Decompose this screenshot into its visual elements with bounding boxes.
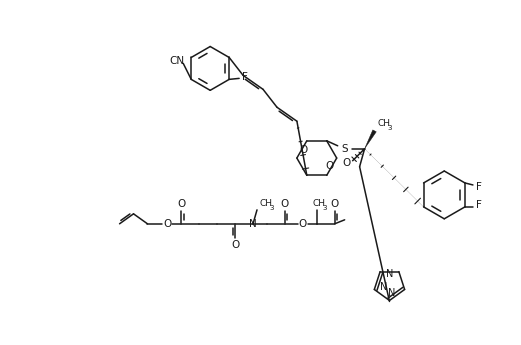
Text: O: O: [231, 240, 239, 250]
Text: N: N: [386, 269, 393, 279]
Polygon shape: [365, 130, 376, 149]
Text: N: N: [380, 283, 387, 293]
Text: O: O: [342, 158, 351, 168]
Text: CH: CH: [259, 199, 272, 208]
Text: O: O: [163, 219, 171, 229]
Text: CH: CH: [378, 119, 391, 128]
Text: N: N: [388, 287, 395, 297]
Text: F: F: [476, 182, 482, 192]
Text: 3: 3: [269, 205, 274, 211]
Text: O: O: [177, 199, 185, 209]
Text: O: O: [281, 199, 289, 209]
Text: S: S: [341, 144, 348, 154]
Text: F: F: [476, 200, 482, 210]
Text: F: F: [242, 72, 248, 82]
Text: O: O: [300, 145, 308, 155]
Text: N: N: [249, 219, 257, 229]
Text: 3: 3: [388, 125, 392, 131]
Text: O: O: [299, 219, 307, 229]
Text: CH: CH: [313, 199, 326, 208]
Text: CN: CN: [170, 57, 185, 67]
Text: 3: 3: [322, 205, 327, 211]
Text: O: O: [331, 199, 339, 209]
Text: O: O: [326, 161, 334, 171]
